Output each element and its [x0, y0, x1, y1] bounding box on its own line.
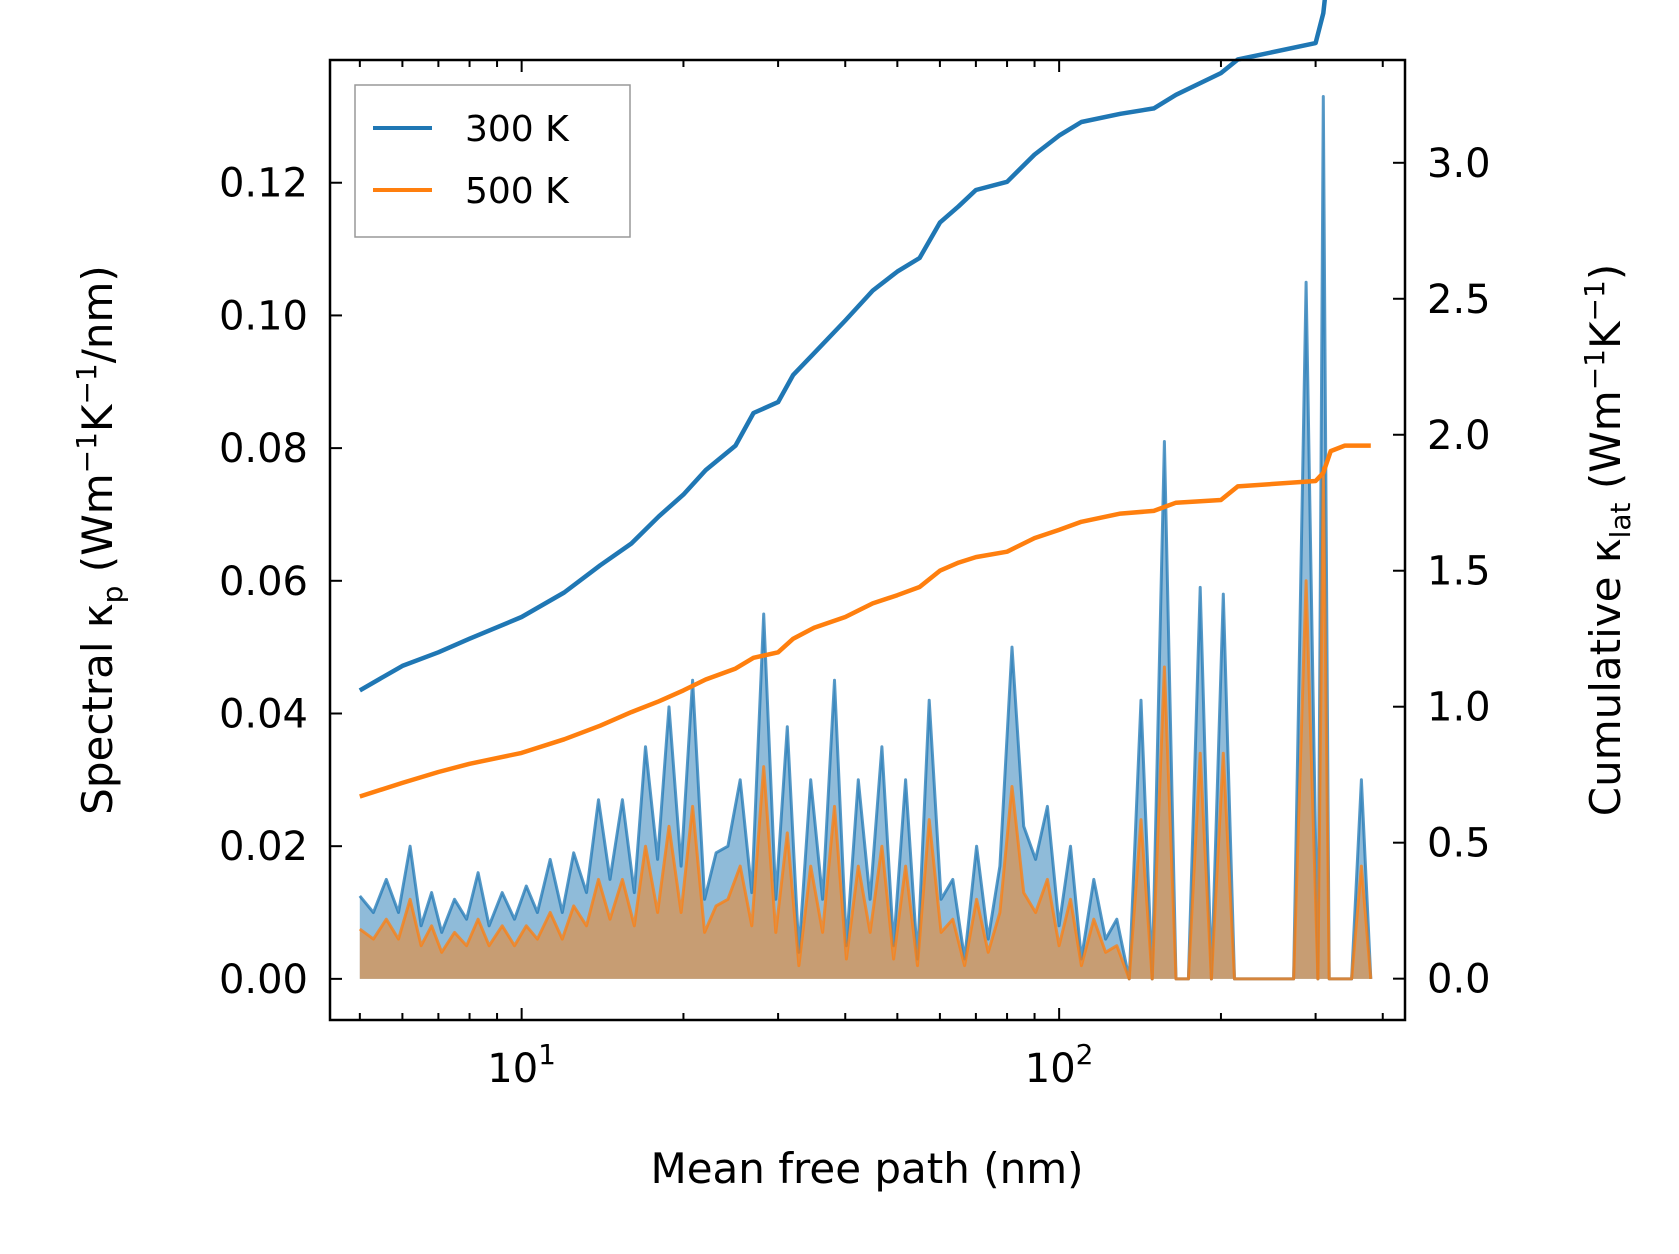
- y-right-tick-label: 3.0: [1427, 141, 1491, 187]
- y-left-tick-label: 0.06: [219, 559, 308, 605]
- x-tick-label: 102: [1025, 1038, 1094, 1092]
- y-axis-left-title: Spectral κp (Wm−1K−1/nm): [70, 265, 129, 815]
- spectral-line-500k: [358, 466, 1373, 981]
- x-tick-label: 101: [487, 1038, 556, 1092]
- y-left-tick-label: 0.08: [219, 426, 308, 472]
- y-right-tick-label: 1.0: [1427, 685, 1491, 731]
- y-left-tick-label: 0.10: [219, 293, 308, 339]
- y-left-tick-label: 0.04: [219, 691, 308, 737]
- legend: 300 K 500 K: [354, 84, 631, 238]
- legend-label-300k: 300 K: [465, 109, 570, 150]
- y-left-tick-label: 0.00: [219, 957, 308, 1003]
- y-right-tick-label: 0.0: [1427, 957, 1491, 1003]
- legend-label-500k: 500 K: [465, 171, 570, 212]
- cumulative-line-300k: [358, 0, 1327, 693]
- y-right-tick-label: 1.5: [1427, 549, 1491, 595]
- spectral-series-layer: [358, 95, 1373, 981]
- spectral-line-300k: [358, 95, 1373, 981]
- y-right-tick-label: 2.5: [1427, 277, 1491, 323]
- x-axis-title: Mean free path (nm): [650, 1144, 1083, 1193]
- y-right-tick-label: 0.5: [1427, 821, 1491, 867]
- legend-box: [354, 84, 631, 238]
- cumulative-series-layer: [358, 0, 1371, 799]
- y-left-tick-label: 0.02: [219, 824, 308, 870]
- y-left-tick-label: 0.12: [219, 161, 308, 207]
- ticks-layer: 0.00 0.02 0.04 0.06 0.08 0.10 0.12 0.0 0.5 1.0 1.5…: [219, 60, 1491, 1092]
- y-right-tick-label: 2.0: [1427, 413, 1491, 459]
- y-axis-right-title: Cumulative κlat (Wm−1K−1): [1578, 264, 1637, 816]
- plot-frame: [328, 58, 1407, 1022]
- cumulative-line-500k: [359, 443, 1371, 799]
